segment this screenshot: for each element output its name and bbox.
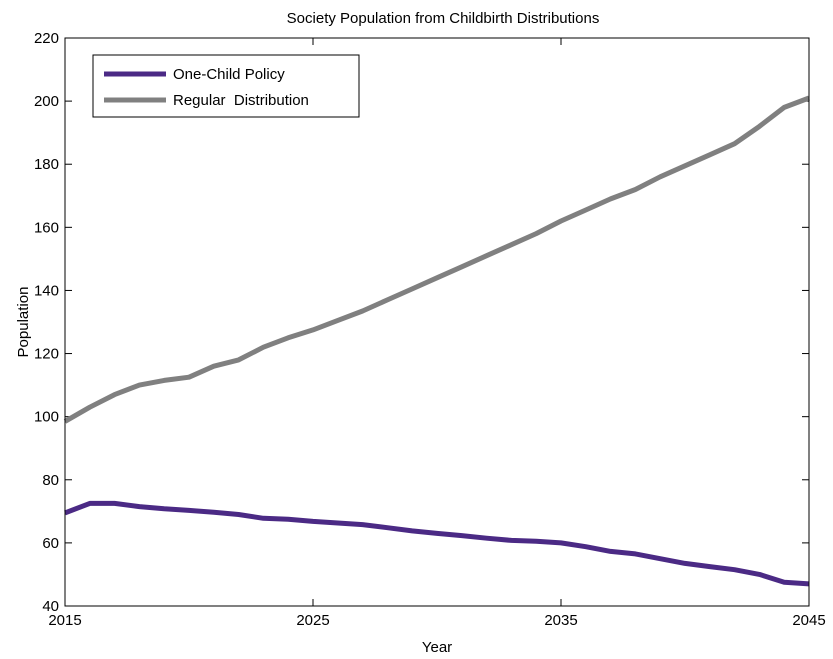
y-tick-label: 80 — [42, 472, 59, 489]
legend-label: Regular Distribution — [173, 92, 309, 109]
x-tick-label: 2045 — [792, 612, 825, 629]
y-tick-label: 180 — [34, 156, 59, 173]
legend-box — [92, 54, 360, 118]
y-tick-label: 160 — [34, 219, 59, 236]
y-tick-label: 60 — [42, 535, 59, 552]
chart-title: Society Population from Childbirth Distr… — [287, 10, 600, 27]
y-tick-label: 200 — [34, 93, 59, 110]
series-group — [63, 95, 810, 587]
x-axis-label: Year — [422, 639, 452, 656]
y-tick-label: 120 — [34, 346, 59, 363]
y-tick-label: 40 — [42, 598, 59, 615]
series-line-regular-distribution — [63, 95, 810, 424]
legend-label: One-Child Policy — [173, 66, 285, 83]
y-axis-label: Population — [15, 287, 32, 358]
axis-ticks: 40 60 80 100 120 140 160 180 200 220 2015 2025 2035 2… — [34, 30, 826, 629]
y-tick-label: 140 — [34, 282, 59, 299]
x-tick-label: 2015 — [48, 612, 81, 629]
plot-frame — [64, 37, 810, 607]
x-tick-label: 2025 — [296, 612, 329, 629]
y-tick-label: 100 — [34, 409, 59, 426]
legend: One-Child Policy Regular Distribution — [92, 54, 360, 118]
y-tick-label: 220 — [34, 30, 59, 47]
series-line-one-child-policy — [64, 500, 810, 587]
x-tick-label: 2035 — [544, 612, 577, 629]
